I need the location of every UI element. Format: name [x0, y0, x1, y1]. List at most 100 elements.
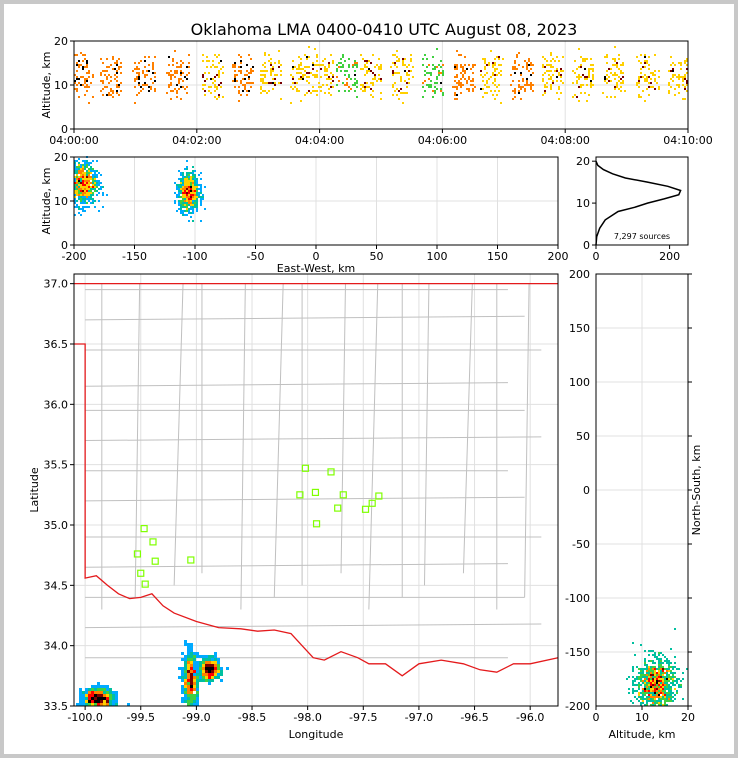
time-altitude-cell [344, 60, 346, 62]
altitude-ns-cell [682, 672, 684, 674]
time-altitude-cell [262, 82, 264, 84]
plan-view-cell [88, 688, 91, 691]
altitude-ns-cell [654, 694, 656, 696]
altitude-ns-xlabel: Altitude, km [608, 728, 675, 741]
time-altitude-cell [396, 66, 398, 68]
time-altitude-cell [74, 88, 76, 90]
plan-view-cell [214, 652, 217, 655]
time-altitude-cell [394, 54, 396, 56]
ew-altitude-cell [86, 172, 88, 174]
time-altitude-cell [320, 76, 322, 78]
time-altitude-cell [492, 74, 494, 76]
ew-altitude-cell [80, 200, 82, 202]
ew-altitude-cell [78, 166, 80, 168]
altitude-ns-cell [640, 692, 642, 694]
time-altitude-cell [348, 76, 350, 78]
time-altitude-cell [472, 90, 474, 92]
altitude-ns-cell [680, 684, 682, 686]
plan-view-cell [115, 703, 118, 706]
altitude-ns-cell [664, 686, 666, 688]
time-altitude-cell [148, 90, 150, 92]
altitude-ns-cell [650, 670, 652, 672]
ew-altitude-cell [192, 188, 194, 190]
ew-altitude-cell [78, 170, 80, 172]
altitude-ns-y-tick-label: 100 [569, 376, 590, 389]
ew-altitude-cell [188, 200, 190, 202]
time-altitude-cell [546, 64, 548, 66]
plan-view-cell [109, 697, 112, 700]
time-altitude-cell [440, 66, 442, 68]
time-altitude-cell [574, 72, 576, 74]
altitude-ns-cell [658, 652, 660, 654]
time-altitude-cell [86, 66, 88, 68]
time-altitude-cell [622, 80, 624, 82]
ew-altitude-cell [94, 174, 96, 176]
time-altitude-cell [576, 96, 578, 98]
county-line [340, 283, 346, 574]
time-altitude-cell [526, 82, 528, 84]
ew-altitude-cell [186, 210, 188, 212]
time-altitude-cell [118, 66, 120, 68]
altitude-ns-y-tick-label: -150 [565, 646, 590, 659]
ew-altitude-cell [190, 176, 192, 178]
time-altitude-cell [650, 82, 652, 84]
ew-altitude-cell [180, 184, 182, 186]
time-altitude-cell [644, 62, 646, 64]
time-altitude-cell [262, 70, 264, 72]
time-altitude-cell [364, 66, 366, 68]
time-altitude-cell [246, 74, 248, 76]
ew-altitude-cell [82, 198, 84, 200]
ew-altitude-cell [80, 164, 82, 166]
ew-altitude-cell [188, 196, 190, 198]
time-altitude-cell [118, 68, 120, 70]
altitude-ns-cell [660, 666, 662, 668]
time-altitude-cell [428, 86, 430, 88]
ew-altitude-cell [78, 184, 80, 186]
altitude-ns-cell [652, 684, 654, 686]
time-altitude-cell [176, 70, 178, 72]
time-altitude-cell [432, 68, 434, 70]
time-altitude-cell [550, 86, 552, 88]
time-altitude-cell [574, 94, 576, 96]
ew-altitude-cell [188, 188, 190, 190]
altitude-ns-cell [654, 672, 656, 674]
plan-view-cell [103, 700, 106, 703]
altitude-ns-cell [642, 676, 644, 678]
time-altitude-cell [484, 84, 486, 86]
time-altitude-cell [618, 68, 620, 70]
time-altitude-cell [482, 88, 484, 90]
altitude-ns-cell [644, 688, 646, 690]
ew-altitude-cell [88, 164, 90, 166]
time-altitude-cell [472, 66, 474, 68]
time-altitude-cell [308, 66, 310, 68]
altitude-ns-cell [646, 670, 648, 672]
lma-station-marker [368, 499, 376, 507]
altitude-ns-cell [666, 694, 668, 696]
time-altitude-cell [592, 70, 594, 72]
plan-view-cell [193, 661, 196, 664]
ew-altitude-cell [96, 182, 98, 184]
time-altitude-cell [310, 72, 312, 74]
time-altitude-x-tick-label: 04:02:00 [172, 134, 221, 147]
plan-view-cell [214, 655, 217, 658]
plan-view-y-tick-label: 34.0 [44, 640, 69, 653]
ew-altitude-cell [84, 192, 86, 194]
ew-altitude-cell [182, 188, 184, 190]
time-altitude-cell [138, 84, 140, 86]
ew-altitude-cell [192, 210, 194, 212]
ew-altitude-cell [82, 200, 84, 202]
altitude-ns-cell [644, 704, 646, 706]
altitude-ns-cell [672, 668, 674, 670]
time-altitude-cell [92, 74, 94, 76]
plan-view-x-tick-label: -96.0 [516, 711, 544, 724]
ew-altitude-cell [90, 172, 92, 174]
time-altitude-cell [212, 82, 214, 84]
ew-altitude-cell [174, 192, 176, 194]
time-altitude-cell [310, 92, 312, 94]
time-altitude-cell [248, 78, 250, 80]
time-altitude-cell [638, 76, 640, 78]
time-altitude-cell [592, 68, 594, 70]
altitude-ns-cell [638, 694, 640, 696]
time-altitude-cell [342, 82, 344, 84]
figure-title: Oklahoma LMA 0400-0410 UTC August 08, 20… [190, 20, 578, 39]
